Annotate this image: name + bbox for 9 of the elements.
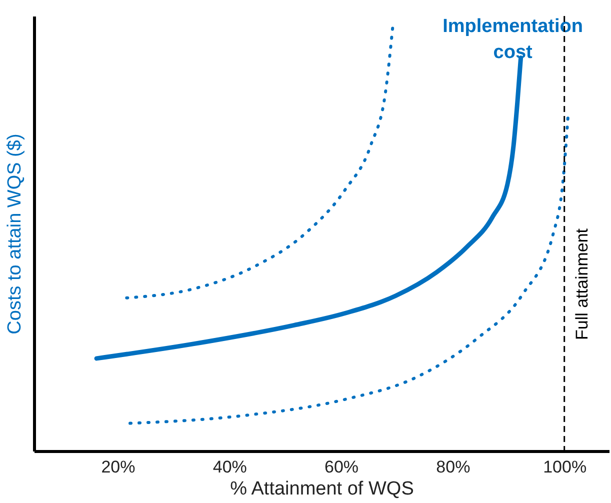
ref-line-label: Full attainment	[572, 228, 592, 340]
x-axis-title: % Attainment of WQS	[230, 478, 414, 500]
x-tick-label: 20%	[101, 458, 136, 476]
y-axis-title: Costs to attain WQS ($)	[4, 134, 26, 334]
x-tick-label: 60%	[324, 458, 359, 476]
x-tick-label: 40%	[212, 458, 247, 476]
x-tick-label: 100%	[543, 458, 587, 476]
series-label: Implementation cost	[442, 16, 583, 63]
x-tick-label: 80%	[436, 458, 470, 476]
